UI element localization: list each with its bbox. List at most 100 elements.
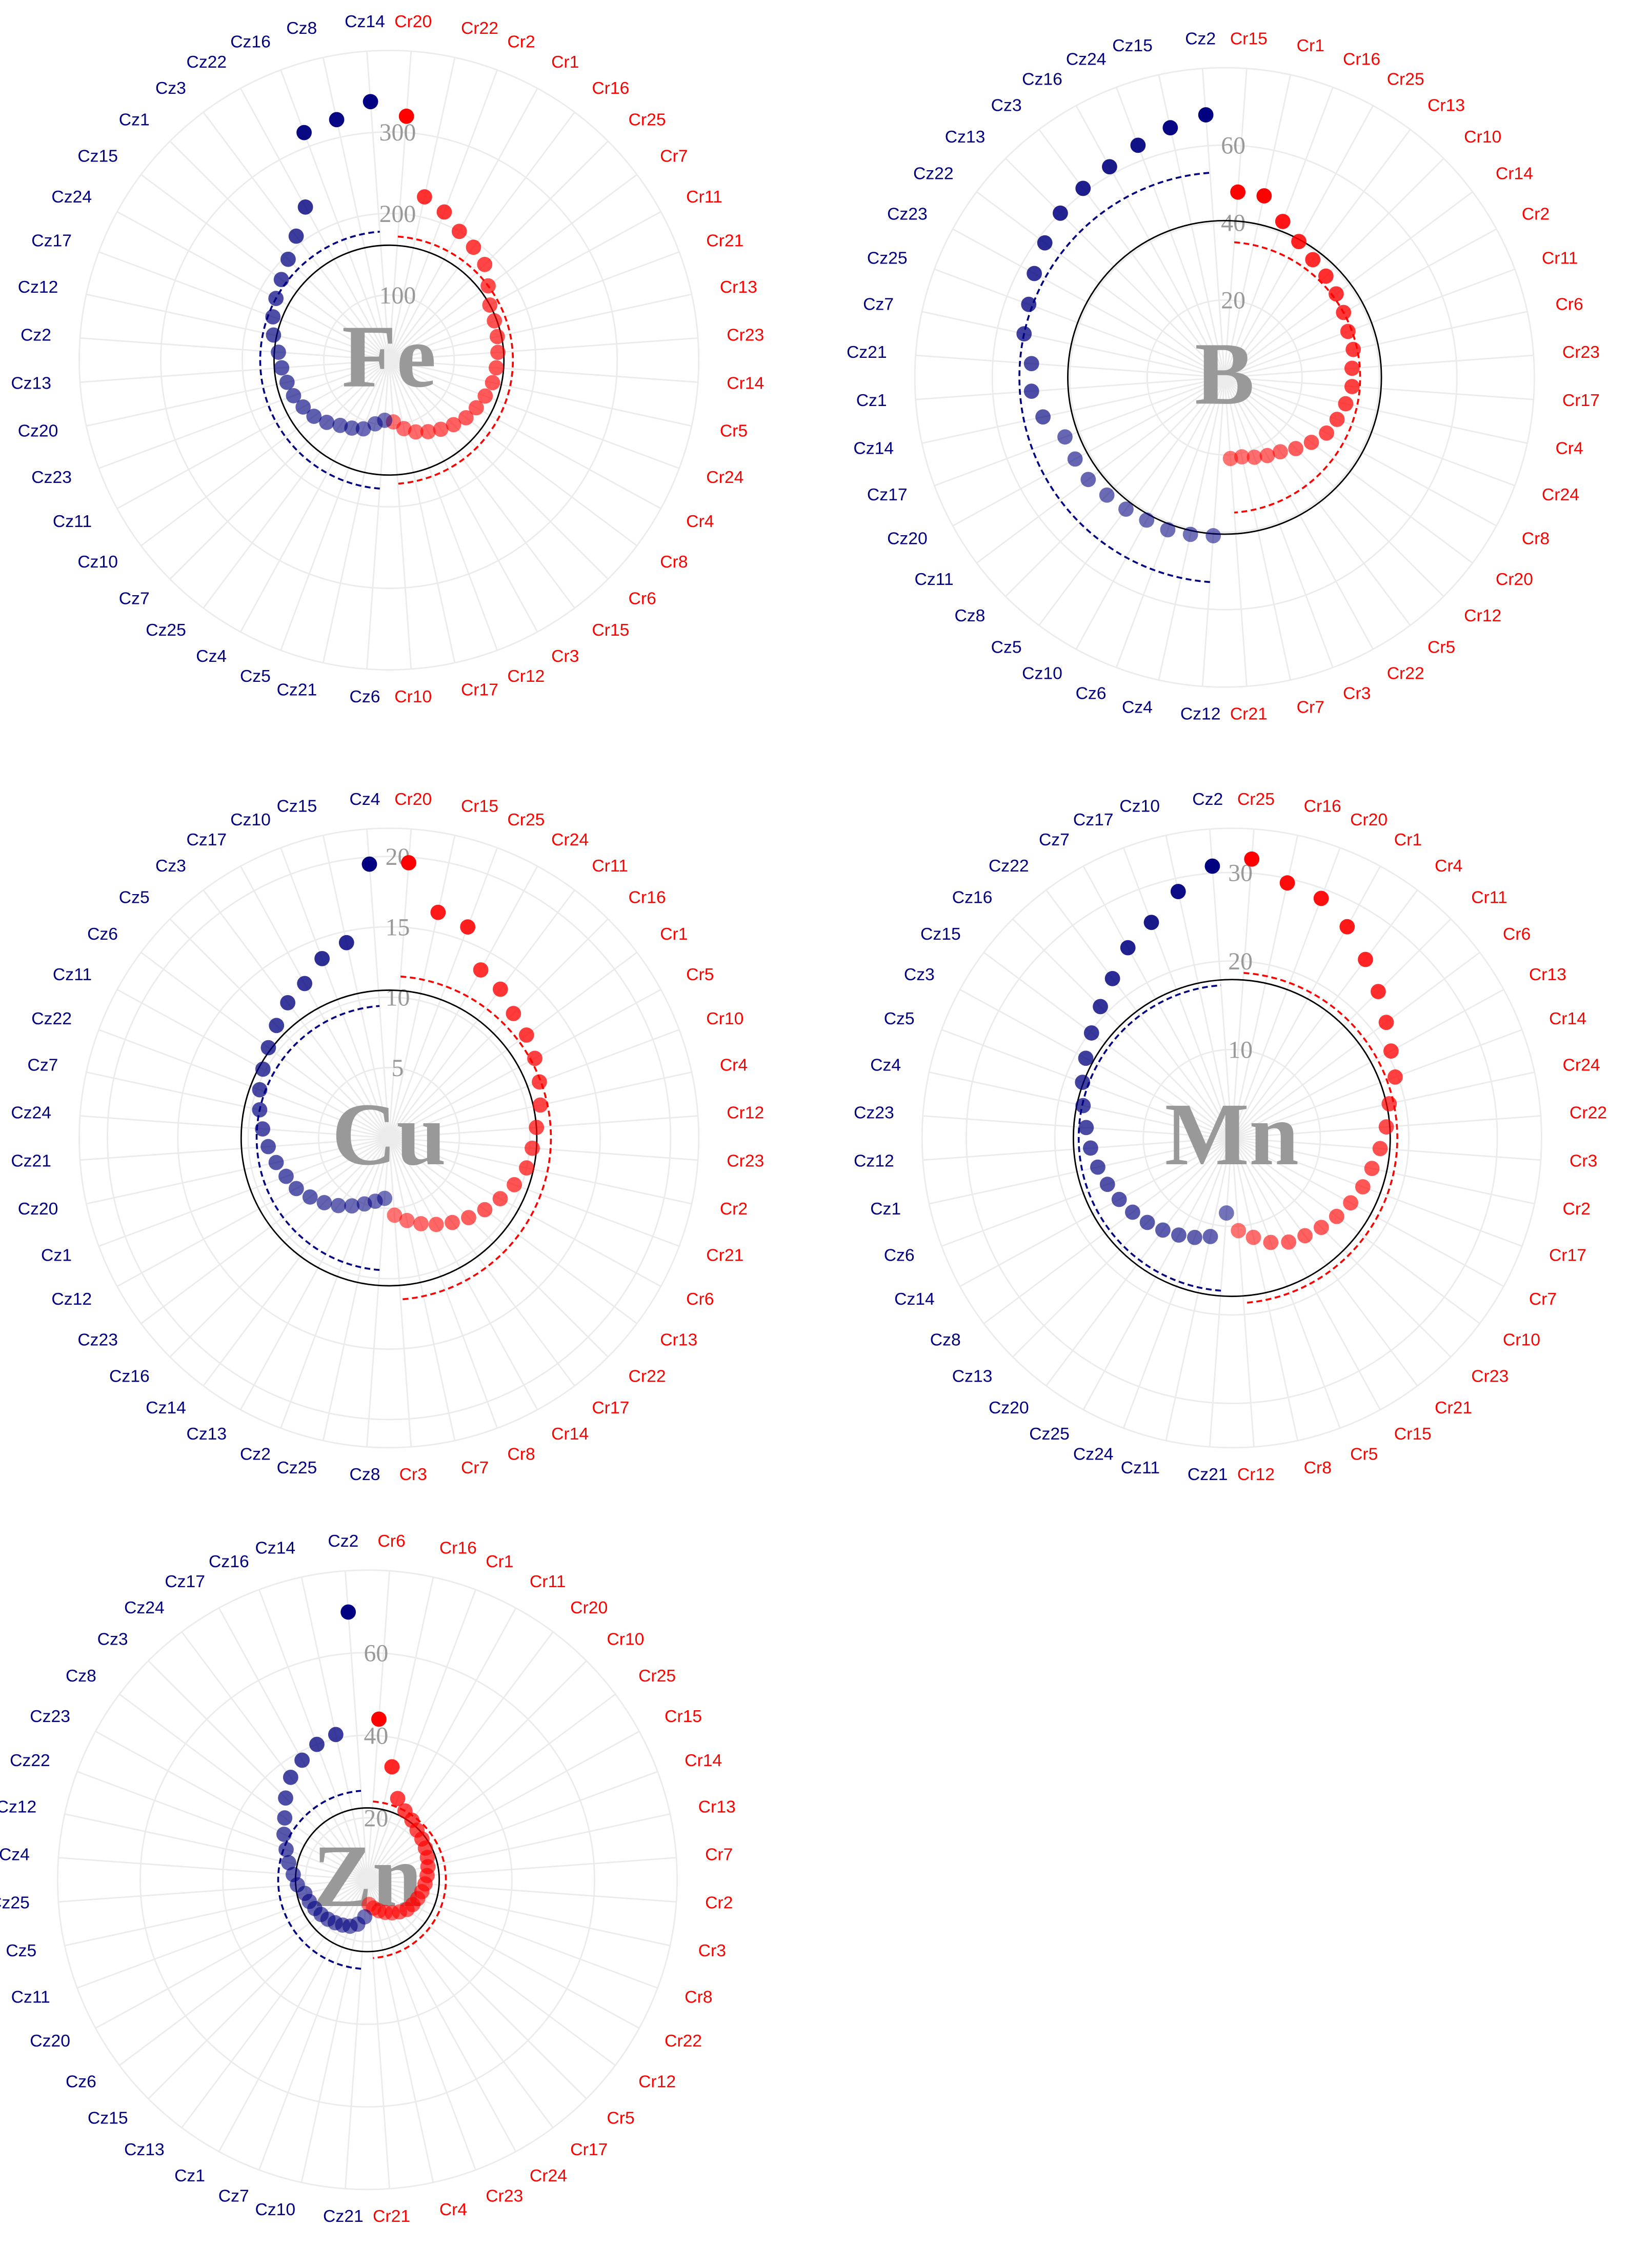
category-label: Cr23 — [727, 325, 764, 345]
spoke — [388, 359, 575, 609]
spoke — [388, 865, 538, 1139]
r-tick-label: 5 — [392, 1055, 404, 1082]
category-label: Cz2 — [1185, 29, 1216, 48]
point — [1281, 1234, 1297, 1250]
point — [466, 239, 481, 255]
category-label: Cr20 — [394, 789, 432, 809]
spoke — [1231, 1138, 1381, 1410]
spoke — [140, 359, 390, 546]
category-label: Cz21 — [323, 2206, 364, 2226]
spoke — [367, 1879, 390, 2189]
category-label: Cz6 — [1076, 684, 1107, 703]
point — [278, 1168, 294, 1184]
group-mean-arc — [397, 235, 514, 485]
point — [367, 416, 383, 432]
category-label: Cr14 — [685, 1751, 722, 1770]
category-label: Cr14 — [551, 1424, 589, 1444]
point — [331, 1198, 346, 1213]
point — [1090, 1159, 1106, 1175]
group-mean-arc — [277, 1790, 361, 1970]
category-label: Cr2 — [1563, 1199, 1591, 1219]
point — [268, 291, 284, 306]
point — [433, 421, 449, 437]
point — [1162, 120, 1178, 136]
category-label: Cz10 — [230, 810, 271, 829]
point — [283, 1769, 298, 1785]
spoke — [116, 211, 390, 361]
spoke — [280, 847, 390, 1139]
category-label: Cr11 — [592, 856, 628, 876]
category-label: Cz20 — [989, 1398, 1029, 1417]
point — [1336, 305, 1352, 320]
category-label: Cr21 — [373, 2206, 410, 2226]
spoke — [280, 359, 390, 651]
category-label: Cr5 — [720, 421, 748, 441]
point — [527, 1050, 542, 1066]
spoke — [116, 1137, 390, 1287]
category-label: Cr11 — [530, 1572, 566, 1591]
point — [1222, 451, 1238, 467]
point — [280, 251, 296, 267]
point — [332, 417, 348, 433]
spoke — [1122, 847, 1233, 1139]
point — [460, 919, 476, 935]
category-label: Cr5 — [1350, 1444, 1378, 1464]
point — [1027, 266, 1042, 281]
r-tick-label: 15 — [386, 914, 410, 941]
point — [1297, 1228, 1313, 1244]
point — [482, 297, 498, 313]
category-label: Cz13 — [945, 127, 986, 147]
category-label: Cr15 — [1394, 1424, 1432, 1444]
category-label: Cz3 — [155, 78, 186, 98]
category-label: Cz11 — [1121, 1458, 1160, 1477]
spoke — [76, 1879, 368, 1989]
point — [274, 360, 290, 376]
spoke — [388, 359, 498, 651]
spoke — [389, 251, 680, 361]
category-label: Cz14 — [255, 1538, 295, 1557]
point — [328, 1727, 344, 1743]
category-label: Cz6 — [350, 687, 380, 706]
point — [1355, 1179, 1371, 1194]
category-label: Cz2 — [328, 1531, 358, 1551]
category-label: Cr10 — [706, 1009, 743, 1028]
category-label: Cr23 — [1471, 1367, 1509, 1386]
category-label: Cz25 — [277, 1458, 317, 1477]
spoke — [388, 88, 538, 361]
point — [266, 327, 282, 343]
category-label: Cz10 — [77, 552, 118, 572]
outer-circle — [914, 67, 1535, 688]
category-label: Cz7 — [863, 295, 894, 314]
spoke — [98, 1137, 390, 1247]
point — [1291, 234, 1307, 249]
spoke — [367, 1577, 434, 1880]
point — [1023, 356, 1039, 372]
point — [286, 388, 302, 403]
grid-circle — [247, 996, 531, 1280]
category-label: Cz23 — [31, 468, 72, 487]
category-label: Cr17 — [570, 2140, 608, 2159]
category-label: Cz14 — [894, 1289, 935, 1309]
spoke — [169, 140, 390, 361]
point — [1170, 884, 1186, 899]
category-label: Cr13 — [1428, 96, 1465, 115]
point — [294, 1752, 310, 1768]
spoke — [239, 359, 390, 633]
spoke — [95, 1730, 368, 1880]
spoke — [366, 829, 390, 1138]
point — [1130, 137, 1146, 153]
category-label: Cr17 — [461, 680, 498, 700]
category-label: Cr23 — [1562, 342, 1600, 362]
point — [1021, 296, 1037, 312]
point — [507, 1177, 522, 1192]
point — [319, 414, 335, 430]
point — [1202, 1229, 1218, 1244]
spoke — [388, 1138, 498, 1429]
reference-circle — [1067, 219, 1382, 535]
spoke — [388, 951, 638, 1139]
r-tick-label: 300 — [379, 119, 416, 146]
point — [1234, 449, 1250, 465]
category-label: Cr14 — [1496, 164, 1533, 183]
category-label: Cz7 — [218, 2186, 249, 2205]
